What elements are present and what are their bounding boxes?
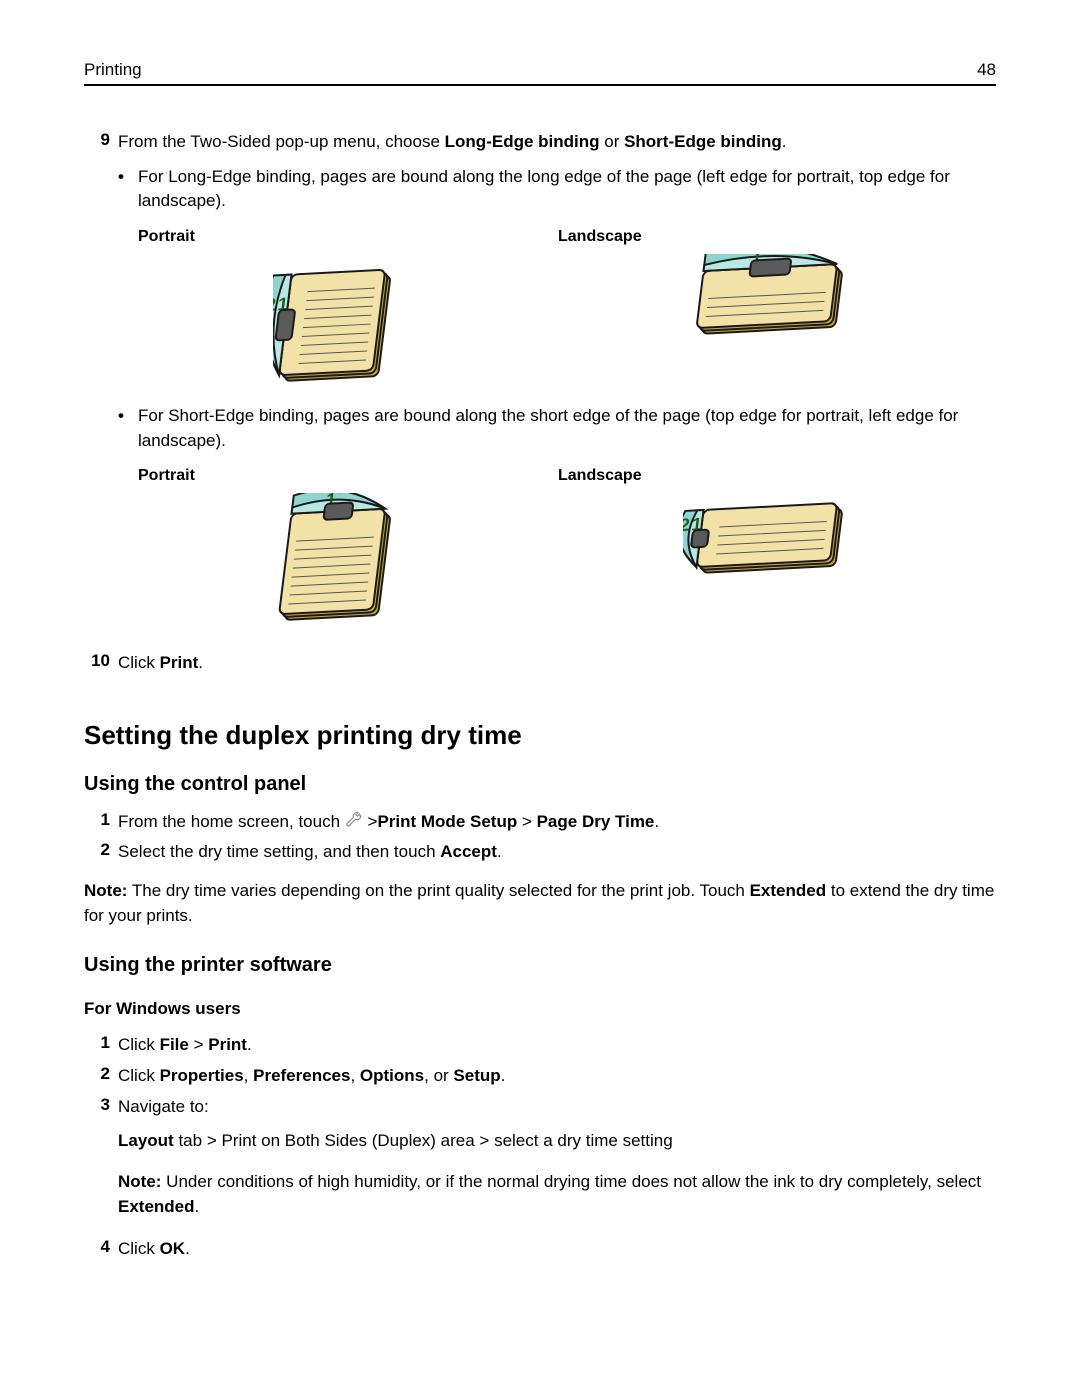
heading-control-panel: Using the control panel (84, 773, 996, 796)
text-fragment: Click (118, 1035, 160, 1054)
landscape-label: Landscape (558, 228, 978, 246)
landscape-column: Landscape 21 (558, 228, 978, 394)
header-section: Printing (84, 60, 142, 80)
bullet-text: For Short‑Edge binding, pages are bound … (138, 404, 996, 453)
bullet-dot: • (118, 404, 138, 453)
landscape-label: Landscape (558, 467, 978, 485)
note-label: Note: (84, 881, 127, 900)
note-label: Note: (118, 1172, 161, 1191)
document-page: Printing 48 9 From the Two‑Sided pop‑up … (0, 0, 1080, 1328)
bullet-text: For Long‑Edge binding, pages are bound a… (138, 165, 996, 214)
text-fragment: From the Two‑Sided pop‑up menu, choose (118, 132, 445, 151)
long-edge-landscape-figure: 21 (558, 254, 978, 364)
step-number: 4 (84, 1237, 118, 1262)
text-fragment: > (517, 812, 536, 831)
step-number: 2 (84, 1064, 118, 1089)
heading-windows-users: For Windows users (84, 999, 996, 1019)
w-step-3-path: Layout tab > Print on Both Sides (Duplex… (118, 1129, 996, 1154)
print-mode-setup-label: Print Mode Setup (377, 812, 517, 831)
text-fragment: . (185, 1239, 190, 1258)
portrait-label: Portrait (138, 228, 558, 246)
short-edge-landscape-figure: 21 (558, 493, 978, 603)
step-text: From the Two‑Sided pop‑up menu, choose L… (118, 130, 996, 155)
properties-label: Properties (160, 1066, 244, 1085)
text-fragment: . (497, 842, 502, 861)
print-label: Print (160, 653, 199, 672)
bullet-short-edge: • For Short‑Edge binding, pages are boun… (118, 404, 996, 453)
wrench-icon (345, 812, 363, 831)
bullet-dot: • (118, 165, 138, 214)
text-fragment: Under conditions of high humidity, or if… (161, 1172, 981, 1191)
file-label: File (160, 1035, 189, 1054)
text-fragment: . (198, 653, 203, 672)
w-step-2: 2 Click Properties, Preferences, Options… (84, 1064, 996, 1089)
text-fragment: or (600, 132, 625, 151)
accept-label: Accept (440, 842, 497, 861)
step-number: 10 (84, 651, 118, 676)
setup-label: Setup (453, 1066, 500, 1085)
text-fragment: Click (118, 1066, 160, 1085)
extended-label: Extended (750, 881, 827, 900)
w-step-3-note: Note: Under conditions of high humidity,… (118, 1170, 996, 1219)
text-fragment: . (247, 1035, 252, 1054)
step-text: Select the dry time setting, and then to… (118, 840, 996, 865)
step-number: 1 (84, 810, 118, 835)
note-dry-time: Note: The dry time varies depending on t… (84, 879, 996, 928)
preferences-label: Preferences (253, 1066, 350, 1085)
step-number: 1 (84, 1033, 118, 1058)
w-step-1: 1 Click File > Print. (84, 1033, 996, 1058)
header-page-number: 48 (977, 60, 996, 80)
landscape-column: Landscape 21 (558, 467, 978, 633)
text-fragment: Click (118, 1239, 160, 1258)
page-dry-time-label: Page Dry Time (537, 812, 655, 831)
page-header: Printing 48 (84, 60, 996, 86)
short-edge-portrait-figure: 21 (138, 493, 558, 633)
ok-label: OK (160, 1239, 186, 1258)
option-long-edge: Long‑Edge binding (445, 132, 600, 151)
text-fragment: , (350, 1066, 359, 1085)
portrait-column: Portrait 21 (138, 228, 558, 394)
w-step-3: 3 Navigate to: (84, 1095, 996, 1120)
text-fragment: . (782, 132, 787, 151)
long-edge-figures: Portrait 21 Landscape 21 (138, 228, 996, 394)
text-fragment: From the home screen, touch (118, 812, 345, 831)
bullet-long-edge: • For Long‑Edge binding, pages are bound… (118, 165, 996, 214)
step-number: 2 (84, 840, 118, 865)
step-9: 9 From the Two‑Sided pop‑up menu, choose… (84, 130, 996, 155)
step-text: Click Properties, Preferences, Options, … (118, 1064, 996, 1089)
layout-label: Layout (118, 1131, 174, 1150)
step-10: 10 Click Print. (84, 651, 996, 676)
option-short-edge: Short‑Edge binding (624, 132, 782, 151)
print-label: Print (208, 1035, 247, 1054)
text-fragment: . (501, 1066, 506, 1085)
portrait-label: Portrait (138, 467, 558, 485)
options-label: Options (360, 1066, 424, 1085)
heading-duplex-dry-time: Setting the duplex printing dry time (84, 720, 996, 751)
text-fragment: . (195, 1197, 200, 1216)
text-fragment: > (189, 1035, 208, 1054)
text-fragment: The dry time varies depending on the pri… (127, 881, 749, 900)
text-fragment: tab > Print on Both Sides (Duplex) area … (174, 1131, 673, 1150)
text-fragment: Click (118, 653, 160, 672)
short-edge-figures: Portrait 21 Landscape 21 (138, 467, 996, 633)
text-fragment: . (654, 812, 659, 831)
extended-label: Extended (118, 1197, 195, 1216)
step-text: Click OK. (118, 1237, 996, 1262)
step-text: From the home screen, touch >Print Mode … (118, 810, 996, 835)
text-fragment: , (244, 1066, 253, 1085)
heading-printer-software: Using the printer software (84, 954, 996, 977)
text-fragment: > (363, 812, 378, 831)
step-text: Click Print. (118, 651, 996, 676)
text-fragment: , or (424, 1066, 453, 1085)
cp-step-2: 2 Select the dry time setting, and then … (84, 840, 996, 865)
portrait-column: Portrait 21 (138, 467, 558, 633)
cp-step-1: 1 From the home screen, touch >Print Mod… (84, 810, 996, 835)
w-step-4: 4 Click OK. (84, 1237, 996, 1262)
step-number: 3 (84, 1095, 118, 1120)
long-edge-portrait-figure: 21 (138, 254, 558, 394)
text-fragment: Select the dry time setting, and then to… (118, 842, 440, 861)
step-text: Navigate to: (118, 1095, 996, 1120)
step-text: Click File > Print. (118, 1033, 996, 1058)
step-number: 9 (84, 130, 118, 155)
